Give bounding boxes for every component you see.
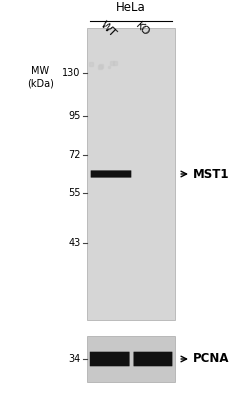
Text: HeLa: HeLa bbox=[116, 1, 145, 14]
FancyBboxPatch shape bbox=[89, 352, 129, 366]
Text: 55: 55 bbox=[68, 188, 80, 198]
Text: MW
(kDa): MW (kDa) bbox=[27, 66, 53, 88]
Text: 34: 34 bbox=[68, 354, 80, 364]
Text: 43: 43 bbox=[68, 238, 80, 248]
Text: 95: 95 bbox=[68, 110, 80, 120]
Bar bbox=[87, 28, 174, 320]
FancyBboxPatch shape bbox=[133, 352, 172, 366]
FancyBboxPatch shape bbox=[90, 170, 131, 178]
Text: 72: 72 bbox=[68, 150, 80, 160]
Text: MST1: MST1 bbox=[192, 168, 229, 180]
Text: PCNA: PCNA bbox=[192, 352, 229, 366]
Bar bbox=[87, 336, 174, 382]
Text: 130: 130 bbox=[62, 68, 80, 78]
Text: KO: KO bbox=[133, 20, 151, 38]
Text: WT: WT bbox=[98, 20, 118, 39]
